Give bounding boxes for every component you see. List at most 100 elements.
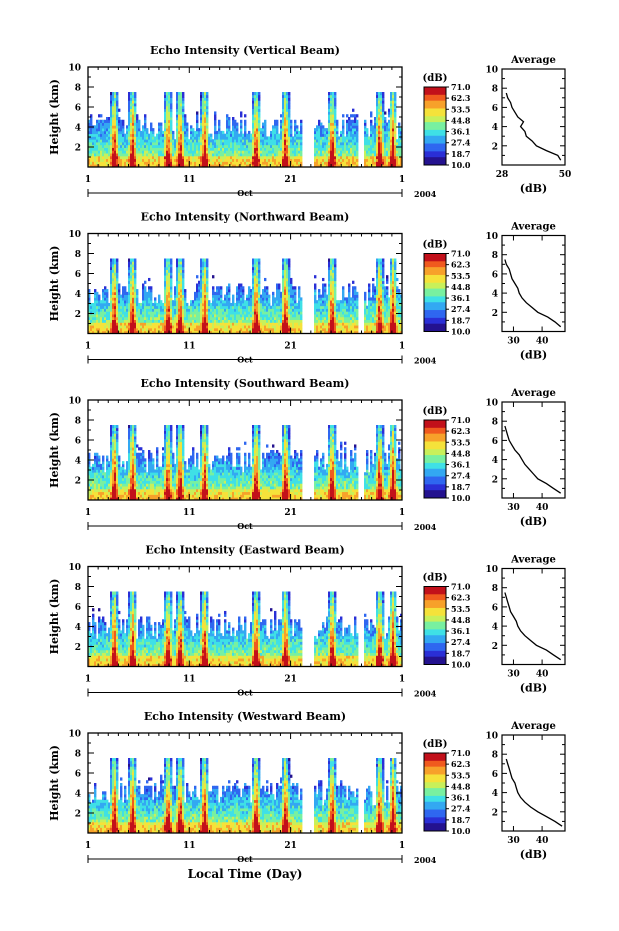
heatmap-cell bbox=[278, 322, 281, 326]
heatmap-cell bbox=[354, 125, 357, 129]
heatmap-cell bbox=[274, 128, 277, 132]
heatmap-cell bbox=[128, 294, 131, 298]
heatmap-cell bbox=[198, 150, 201, 154]
heatmap-cell bbox=[114, 105, 117, 110]
heatmap-cell bbox=[150, 291, 153, 296]
heatmap-cell bbox=[194, 305, 197, 309]
heatmap-cell bbox=[192, 322, 195, 326]
heatmap-cell bbox=[196, 136, 199, 140]
heatmap-cell bbox=[164, 133, 167, 137]
heatmap-cell bbox=[196, 297, 199, 301]
heatmap-cell bbox=[330, 161, 333, 165]
heatmap-cell bbox=[178, 130, 181, 135]
heatmap-cell bbox=[242, 327, 245, 332]
heatmap-cell bbox=[124, 164, 127, 168]
heatmap-cell bbox=[88, 158, 91, 162]
heatmap-cell bbox=[228, 294, 231, 298]
heatmap-cell bbox=[346, 147, 349, 151]
heatmap-cell bbox=[326, 305, 329, 309]
heatmap-cell bbox=[112, 158, 115, 162]
heatmap-cell bbox=[276, 322, 279, 326]
heatmap-cell bbox=[286, 142, 289, 146]
heatmap-cell bbox=[170, 330, 173, 334]
heatmap-cell bbox=[266, 158, 269, 162]
heatmap-cell bbox=[168, 319, 171, 323]
heatmap-cell bbox=[116, 100, 119, 104]
heatmap-cell bbox=[150, 330, 153, 334]
heatmap-cell bbox=[284, 286, 287, 290]
heatmap-cell bbox=[142, 153, 145, 157]
heatmap-cell bbox=[96, 327, 99, 332]
heatmap-cell bbox=[334, 92, 337, 96]
heatmap-cell bbox=[110, 92, 113, 96]
heatmap-cell bbox=[266, 139, 269, 143]
heatmap-cell bbox=[126, 150, 129, 154]
heatmap-cell bbox=[120, 144, 123, 148]
heatmap-cell bbox=[114, 308, 117, 312]
heatmap-cell bbox=[356, 122, 359, 126]
heatmap-cell bbox=[176, 272, 179, 276]
heatmap-cell bbox=[138, 327, 141, 332]
heatmap-cell bbox=[272, 125, 275, 129]
heatmap-cell bbox=[286, 158, 289, 162]
heatmap-cell bbox=[256, 283, 259, 287]
heatmap-cell bbox=[298, 164, 301, 168]
heatmap-cell bbox=[196, 122, 199, 126]
heatmap-cell bbox=[164, 125, 167, 129]
heatmap-cell bbox=[338, 147, 341, 151]
heatmap-cell bbox=[244, 322, 247, 326]
heatmap-cell bbox=[158, 319, 161, 323]
heatmap-cell bbox=[172, 305, 175, 309]
heatmap-cell bbox=[104, 311, 107, 315]
heatmap-cell bbox=[112, 314, 115, 318]
heatmap-cell bbox=[132, 153, 135, 157]
heatmap-cell bbox=[220, 153, 223, 157]
heatmap-cell bbox=[202, 258, 205, 262]
heatmap-cell bbox=[180, 150, 183, 154]
heatmap-cell bbox=[208, 139, 211, 143]
heatmap-cell bbox=[194, 142, 197, 146]
heatmap-cell bbox=[356, 147, 359, 151]
heatmap-cell bbox=[226, 136, 229, 140]
heatmap-cell bbox=[108, 142, 111, 146]
heatmap-cell bbox=[264, 291, 267, 296]
heatmap-cell bbox=[102, 153, 105, 157]
heatmap-cell bbox=[124, 161, 127, 165]
heatmap-cell bbox=[212, 300, 215, 304]
heatmap-cell bbox=[110, 130, 113, 135]
heatmap-cell bbox=[266, 325, 269, 329]
heatmap-cell bbox=[116, 144, 119, 148]
heatmap-cell bbox=[212, 289, 215, 293]
heatmap-cell bbox=[238, 330, 241, 334]
heatmap-cell bbox=[378, 105, 381, 110]
heatmap-cell bbox=[168, 280, 171, 284]
heatmap-cell bbox=[234, 136, 237, 140]
heatmap-cell bbox=[106, 289, 109, 293]
heatmap-cell bbox=[290, 327, 293, 332]
heatmap-cell bbox=[316, 330, 319, 334]
heatmap-cell bbox=[118, 300, 121, 304]
heatmap-cell bbox=[126, 133, 129, 137]
heatmap-cell bbox=[382, 142, 385, 146]
heatmap-cell bbox=[116, 314, 119, 318]
heatmap-cell bbox=[370, 111, 373, 115]
heatmap-cell bbox=[240, 150, 243, 154]
heatmap-cell bbox=[316, 305, 319, 309]
heatmap-cell bbox=[374, 130, 377, 135]
heatmap-cell bbox=[336, 158, 339, 162]
heatmap-cell bbox=[298, 308, 301, 312]
heatmap-cell bbox=[116, 92, 119, 96]
heatmap-cell bbox=[202, 114, 205, 118]
heatmap-cell bbox=[156, 158, 159, 162]
heatmap-cell bbox=[178, 122, 181, 126]
heatmap-cell bbox=[398, 164, 401, 168]
heatmap-cell bbox=[110, 302, 113, 307]
heatmap-cell bbox=[294, 316, 297, 321]
heatmap-cell bbox=[318, 294, 321, 298]
heatmap-cell bbox=[268, 294, 271, 298]
heatmap-cell bbox=[122, 144, 125, 148]
heatmap-cell bbox=[322, 327, 325, 332]
heatmap-cell bbox=[114, 325, 117, 329]
heatmap-cell bbox=[164, 97, 167, 101]
heatmap-cell bbox=[202, 128, 205, 132]
